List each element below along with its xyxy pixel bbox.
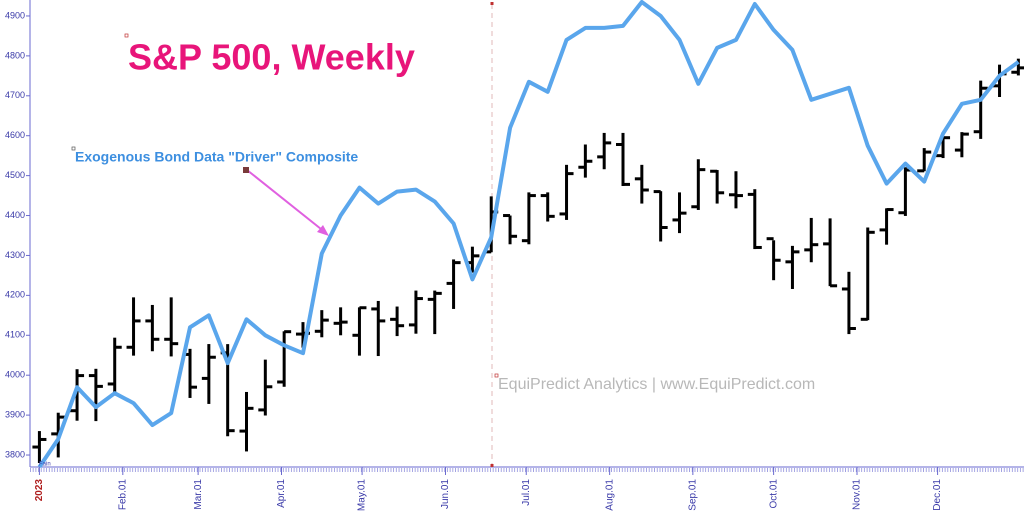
ohlc-bar <box>747 189 762 250</box>
ohlc-bar <box>239 391 254 452</box>
ohlc-bar <box>616 132 631 187</box>
ohlc-bar <box>371 300 386 357</box>
corner-label: Fain <box>39 462 51 468</box>
ohlc-bar <box>973 80 988 139</box>
ohlc-bar <box>728 171 743 209</box>
ohlc-bar <box>32 431 47 464</box>
ohlc-bar <box>446 259 461 309</box>
x-tick-label: Oct.01 <box>768 479 779 509</box>
ohlc-bar <box>1011 58 1024 76</box>
y-tick-label: 3900 <box>5 409 25 419</box>
x-tick-label: Sep.01 <box>687 479 698 511</box>
x-tick-label: Aug.01 <box>604 479 615 511</box>
ohlc-bar <box>145 304 160 352</box>
ohlc-bar <box>521 192 536 245</box>
plot <box>32 0 1024 469</box>
ohlc-bar <box>540 192 555 222</box>
ohlc-bar <box>333 307 348 336</box>
ohlc-bar <box>954 132 969 158</box>
annotation: Exogenous Bond Data "Driver" Composite <box>75 149 358 165</box>
arrow <box>246 169 327 234</box>
ohlc-bar <box>898 167 913 216</box>
title-marker <box>124 33 129 38</box>
x-tick-label: Apr.01 <box>276 479 287 508</box>
y-tick-label: 3800 <box>5 449 25 459</box>
ohlc-bar <box>352 306 367 356</box>
arrow-head <box>317 225 329 236</box>
ohlc-bar <box>879 208 894 245</box>
ohlc-bar <box>88 368 103 422</box>
ohlc-bar <box>578 144 593 178</box>
minor-ticks <box>30 467 1024 472</box>
y-tick-label: 4700 <box>5 90 25 100</box>
ohlc-bar <box>804 217 819 263</box>
x-tick-label: Mar.01 <box>193 479 204 510</box>
x-tick-label: Jul.01 <box>521 479 532 506</box>
watermark: EquiPredict Analytics | www.EquiPredict.… <box>498 376 815 393</box>
ohlc-bar <box>201 344 216 404</box>
x-tick-label: Jun.01 <box>440 479 451 509</box>
x-tick-label: Feb.01 <box>117 479 128 511</box>
ohlc-bar <box>841 271 856 335</box>
y-tick-label: 4800 <box>5 50 25 60</box>
y-tick-label: 4300 <box>5 250 25 260</box>
ohlc-bar <box>653 190 668 242</box>
ohlc-bar <box>258 359 273 416</box>
x-tick-label: Nov.01 <box>852 479 863 510</box>
annotation-marker <box>71 146 76 151</box>
ohlc-bar <box>427 290 442 335</box>
ohlc-bar <box>917 148 932 173</box>
ohlc-bar <box>70 369 85 421</box>
ohlc-bar <box>597 132 612 170</box>
ohlc-bar <box>126 297 141 356</box>
ohlc-bar <box>860 227 875 321</box>
y-tick-label: 4600 <box>5 130 25 140</box>
y-tick-label: 4500 <box>5 170 25 180</box>
ohlc-bar <box>559 164 574 220</box>
ohlc-bar <box>936 136 951 159</box>
x-tick-label: May.01 <box>357 479 368 511</box>
ohlc-bar <box>390 306 405 337</box>
y-tick-label: 4400 <box>5 210 25 220</box>
x-tick-label: 2023 <box>34 479 45 502</box>
driver-line <box>37 0 1020 469</box>
ohlc-bar <box>634 164 649 204</box>
y-tick-label: 4000 <box>5 370 25 380</box>
ohlc-bar <box>408 290 423 334</box>
x-tick-label: Dec.01 <box>932 479 943 511</box>
chart-title: S&P 500, Weekly <box>128 37 415 78</box>
y-tick-label: 4100 <box>5 330 25 340</box>
ohlc-bar <box>691 159 706 210</box>
ohlc-bar <box>277 330 292 387</box>
ohlc-bar <box>314 310 329 338</box>
ohlc-bar <box>503 214 518 245</box>
ohlc-bar <box>710 169 725 204</box>
watermark-marker <box>494 373 499 378</box>
ohlc-bar <box>823 218 838 288</box>
ohlc-bar <box>672 192 687 234</box>
divider-marker <box>490 2 494 5</box>
ohlc-bar <box>785 245 800 289</box>
ohlc-bar <box>107 337 122 396</box>
ohlc-bar <box>766 237 781 281</box>
arrow-start <box>243 167 249 173</box>
ohlc-bar <box>164 297 179 357</box>
y-tick-label: 4900 <box>5 10 25 20</box>
divider-marker <box>490 464 494 467</box>
y-tick-label: 4200 <box>5 290 25 300</box>
